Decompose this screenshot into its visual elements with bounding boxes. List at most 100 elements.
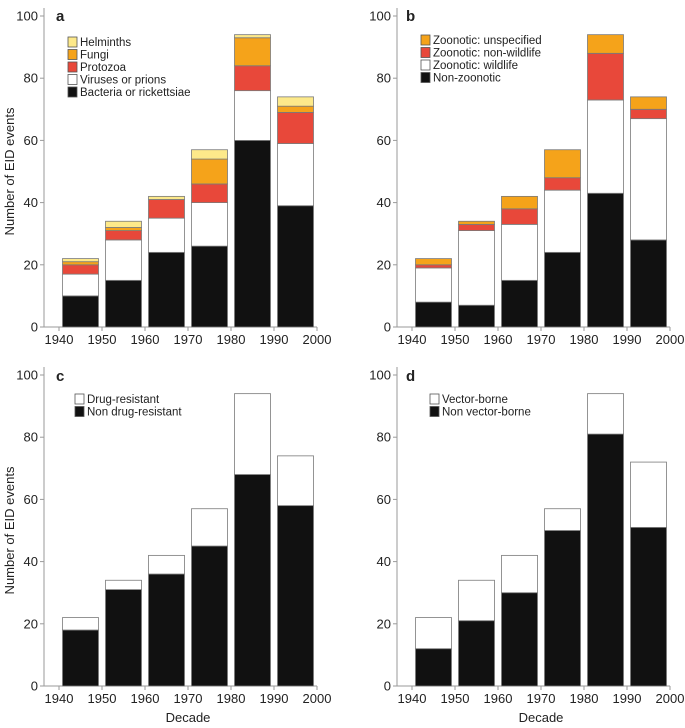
bar-segment-zoonotic-unspecified xyxy=(501,195,538,210)
bar-segment-helminths xyxy=(234,34,271,39)
x-tick-label: 1950 xyxy=(441,332,470,347)
bar-segment-zoonotic-wildlife xyxy=(630,118,667,241)
y-tick-label: 0 xyxy=(384,320,391,335)
bar-segment-vector-borne xyxy=(630,461,667,528)
bar-segment-vector-borne xyxy=(415,617,452,650)
bar-stack-1960s xyxy=(501,554,538,687)
bar-stack-1980s xyxy=(587,393,624,687)
bar-segment-bacteria-or-rickettsiae xyxy=(277,205,314,328)
bar-segment-helminths xyxy=(191,149,228,160)
bar-segment-vector-borne xyxy=(458,579,495,622)
bar-segment-vector-borne xyxy=(544,508,581,531)
bar-segment-drug-resistant xyxy=(191,508,228,547)
legend-swatch xyxy=(74,393,85,405)
x-tick-label: 1990 xyxy=(613,332,642,347)
bar-segment-non-drug-resistant xyxy=(277,505,314,687)
y-tick-label: 60 xyxy=(377,133,391,148)
bar-segment-zoonotic-wildlife xyxy=(587,99,624,194)
x-tick-label: 1970 xyxy=(174,691,203,706)
bar-segment-helminths xyxy=(148,195,185,200)
x-tick-label: 1970 xyxy=(527,332,556,347)
bar-stack-1970s xyxy=(191,508,228,687)
panel-letter: c xyxy=(56,368,64,385)
y-tick-label: 0 xyxy=(31,320,38,335)
x-tick-label: 1990 xyxy=(613,691,642,706)
bar-segment-protozoa xyxy=(148,199,185,219)
legend-swatch xyxy=(67,61,78,73)
bar-segment-bacteria-or-rickettsiae xyxy=(148,251,185,328)
y-tick-label: 40 xyxy=(24,554,38,569)
bar-segment-drug-resistant xyxy=(62,617,99,631)
bar-segment-viruses-or-prions xyxy=(105,239,142,281)
bar-segment-drug-resistant xyxy=(234,393,271,475)
y-axis-title: Number of EID events xyxy=(2,107,17,235)
panel-letter: a xyxy=(56,8,65,25)
x-tick-label: 2000 xyxy=(656,691,685,706)
legend-swatch xyxy=(429,393,440,405)
y-tick-label: 100 xyxy=(16,9,38,24)
x-tick-label: 1970 xyxy=(527,691,556,706)
legend-label: Non-zoonotic xyxy=(433,73,501,85)
x-tick-label: 1980 xyxy=(570,332,599,347)
y-tick-label: 80 xyxy=(377,430,391,445)
bar-stack-1990s xyxy=(630,461,667,687)
bar-segment-drug-resistant xyxy=(105,579,142,590)
y-tick-label: 60 xyxy=(377,492,391,507)
bar-segment-non-vector-borne xyxy=(544,530,581,687)
x-tick-label: 1960 xyxy=(131,691,160,706)
y-tick-label: 100 xyxy=(369,368,391,383)
bar-stack-1940s xyxy=(62,258,99,328)
bar-stack-1940s xyxy=(62,617,99,687)
bar-segment-drug-resistant xyxy=(148,554,185,575)
legend-swatch xyxy=(420,59,431,71)
x-tick-label: 1960 xyxy=(484,691,513,706)
bar-stack-1990s xyxy=(277,455,314,687)
y-axis-title: Number of EID events xyxy=(2,466,17,594)
panel-c: 0 20 40 60 80 100 1940 1950 1960 1970 1980 1990 2000… xyxy=(2,367,331,725)
legend-label: Zoonotic: non-wildlife xyxy=(433,48,541,60)
bar-segment-viruses-or-prions xyxy=(62,273,99,297)
legend-swatch xyxy=(420,72,431,83)
x-tick-label: 2000 xyxy=(303,691,332,706)
y-tick-label: 60 xyxy=(24,492,38,507)
bar-segment-zoonotic-unspecified xyxy=(630,96,667,110)
legend-swatch xyxy=(67,74,78,85)
bar-segment-non-vector-borne xyxy=(415,648,452,687)
bar-segment-non-zoonotic xyxy=(458,304,495,328)
bar-segment-non-vector-borne xyxy=(587,433,624,687)
y-tick-label: 20 xyxy=(24,616,38,631)
bar-segment-bacteria-or-rickettsiae xyxy=(191,245,228,328)
bar-segment-drug-resistant xyxy=(277,455,314,507)
bar-segment-zoonotic-non-wildlife xyxy=(501,208,538,225)
bar-segment-zoonotic-unspecified xyxy=(544,149,581,179)
legend-swatch xyxy=(67,86,78,98)
y-tick-label: 20 xyxy=(24,257,38,272)
bar-segment-non-zoonotic xyxy=(501,279,538,328)
panel-letter: d xyxy=(406,368,415,385)
bar-segment-zoonotic-unspecified xyxy=(415,258,452,266)
x-tick-label: 1960 xyxy=(484,332,513,347)
y-tick-label: 80 xyxy=(24,430,38,445)
bar-stack-1950s xyxy=(458,220,495,328)
bar-segment-helminths xyxy=(105,220,142,228)
x-axis-title: Decade xyxy=(166,710,211,725)
bar-segment-zoonotic-non-wildlife xyxy=(587,52,624,101)
bar-stack-1980s xyxy=(234,34,271,328)
x-tick-label: 1940 xyxy=(398,691,427,706)
x-tick-label: 1990 xyxy=(260,691,289,706)
y-tick-label: 20 xyxy=(377,616,391,631)
y-tick-label: 60 xyxy=(24,133,38,148)
legend-label: Drug-resistant xyxy=(87,394,160,406)
bar-stack-1980s xyxy=(234,393,271,687)
bar-segment-vector-borne xyxy=(587,393,624,435)
bar-segment-non-zoonotic xyxy=(415,301,452,328)
bar-stack-1990s xyxy=(277,96,314,328)
legend-label: Protozoa xyxy=(80,62,127,74)
y-tick-label: 20 xyxy=(377,257,391,272)
bar-segment-non-drug-resistant xyxy=(105,589,142,687)
bar-segment-protozoa xyxy=(277,112,314,144)
